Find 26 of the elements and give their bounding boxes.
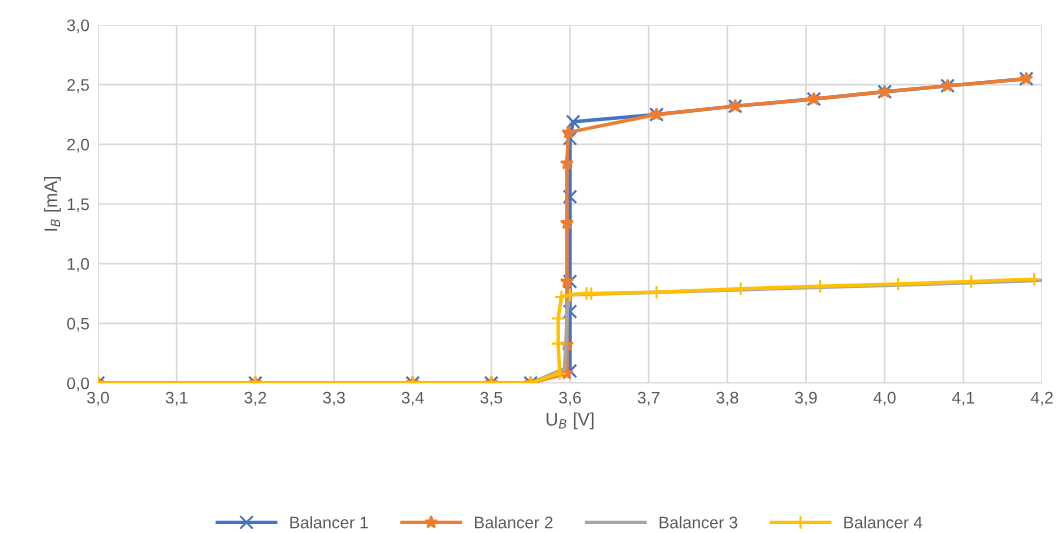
x-tick-label: 3,4 (401, 391, 424, 406)
x-tick-label: 3,9 (795, 391, 817, 406)
x-axis-title: U$_{B}$ [V] (546, 412, 594, 430)
x-tick-label: 4,2 (1030, 391, 1053, 406)
x-tick-label: 3,8 (716, 391, 739, 406)
legend-label: Balancer 4 (844, 516, 923, 529)
x-tick-label: 3,1 (165, 391, 188, 406)
y-tick-label: 0,0 (67, 377, 90, 392)
x-tick-label: 3,5 (480, 391, 503, 406)
x-tick-label: 3,0 (87, 391, 109, 406)
y-tick-label: 2,5 (67, 79, 89, 93)
legend-label: Balancer 3 (659, 516, 738, 529)
x-tick-label: 4,0 (873, 391, 896, 406)
y-tick-label: 0,5 (67, 317, 89, 332)
y-tick-label: 1,5 (67, 198, 89, 213)
y-tick-label: 3,0 (67, 19, 90, 34)
x-tick-label: 3,3 (323, 391, 345, 406)
x-tick-label: 3,7 (637, 391, 660, 406)
x-tick-label: 3,2 (244, 391, 267, 406)
x-tick-label: 3,6 (559, 391, 581, 406)
y-tick-label: 2,0 (67, 138, 90, 153)
legend-label: Balancer 2 (475, 516, 553, 529)
y-axis-title: I$_{B}$ [mA] (43, 177, 61, 231)
y-tick-label: 1,0 (67, 258, 90, 272)
legend-label: Balancer 1 (290, 516, 368, 529)
x-tick-label: 4,1 (952, 391, 975, 406)
